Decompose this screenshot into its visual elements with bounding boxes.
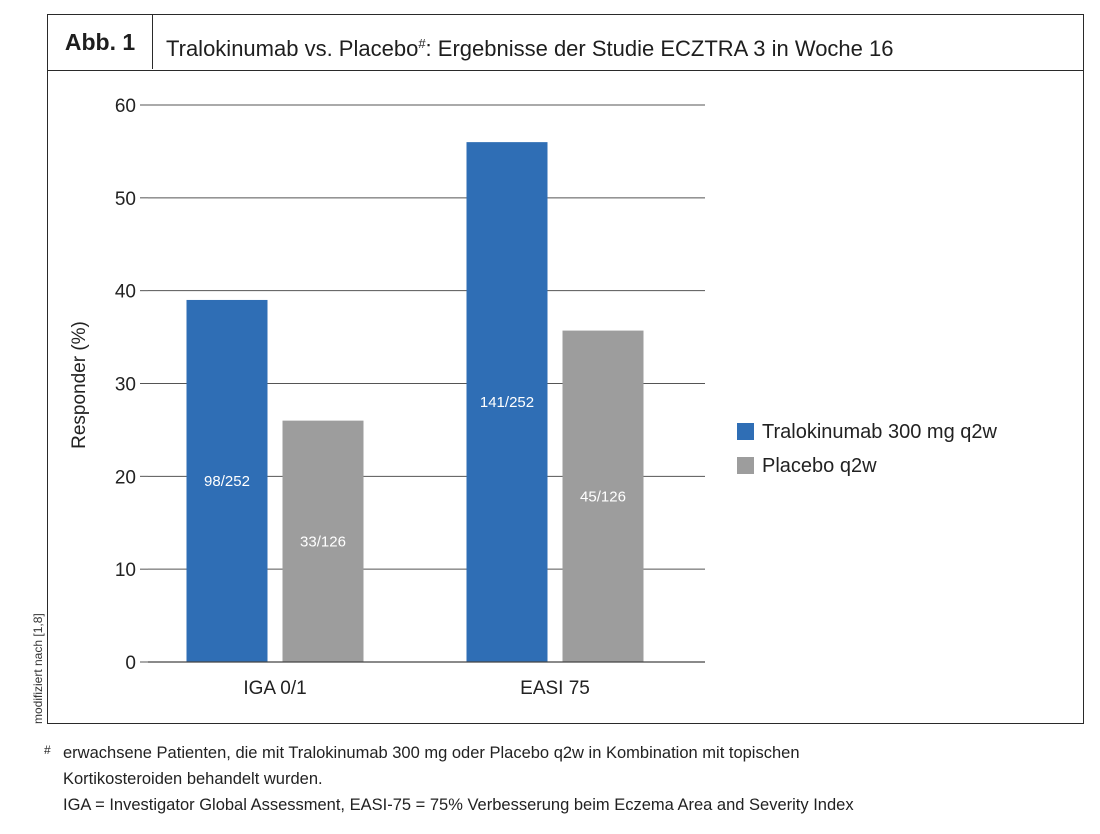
y-axis-title: Responder (%) [69,321,90,449]
y-tick-label: 50 [115,189,136,210]
figure-frame: Abb. 1 Tralokinumab vs. Placebo#: Ergebn… [47,14,1084,724]
figure-header: Abb. 1 Tralokinumab vs. Placebo#: Ergebn… [48,15,1083,71]
legend-entry: Tralokinumab 300 mg q2w [762,421,997,443]
y-tick-label: 30 [115,375,136,396]
legend-swatch [737,423,754,440]
bar-data-label: 45/126 [580,488,626,505]
x-tick-label: EASI 75 [520,678,590,699]
y-tick-label: 20 [115,467,136,488]
figure-title-main: Tralokinumab vs. Placebo [166,36,419,61]
legend-swatch [737,457,754,474]
y-tick-label: 40 [115,282,136,303]
figure-title: Tralokinumab vs. Placebo#: Ergebnisse de… [166,15,894,69]
bar-data-label: 33/126 [300,533,346,550]
bar-data-label: 141/252 [480,394,534,411]
y-tick-label: 10 [115,560,136,581]
figure-title-rest: : Ergebnisse der Studie ECZTRA 3 in Woch… [425,36,894,61]
bar-placebo-1 [562,330,644,662]
y-tick-label: 60 [115,96,136,117]
figure-label: Abb. 1 [48,15,153,69]
figure-title-footnote-mark: # [418,36,426,51]
legend: Tralokinumab 300 mg q2w Placebo q2w [737,421,997,477]
source-note: modifiziert nach [1,8] [31,613,45,724]
legend-entry: Placebo q2w [762,455,877,477]
x-tick-label: IGA 0/1 [243,678,306,699]
y-tick-label: 0 [125,653,136,674]
footnote: # erwachsene Patienten, die mit Tralokin… [44,740,1084,818]
footnote-line-2: Kortikosteroiden behandelt wurden. [63,770,323,788]
bars: 98/252 141/252 33/126 45/126 [186,142,644,663]
bar-data-label: 98/252 [204,473,250,490]
footnote-mark: # [44,743,51,757]
bar-tralokinumab-1 [466,142,548,663]
footnote-line-3: IGA = Investigator Global Assessment, EA… [63,796,854,814]
bar-placebo-0 [282,420,364,662]
axes: 0 10 20 30 40 50 60 IGA 0/1 EASI 75 [115,96,705,699]
bar-tralokinumab-0 [186,299,268,662]
footnote-line-1: erwachsene Patienten, die mit Tralokinum… [63,744,800,762]
